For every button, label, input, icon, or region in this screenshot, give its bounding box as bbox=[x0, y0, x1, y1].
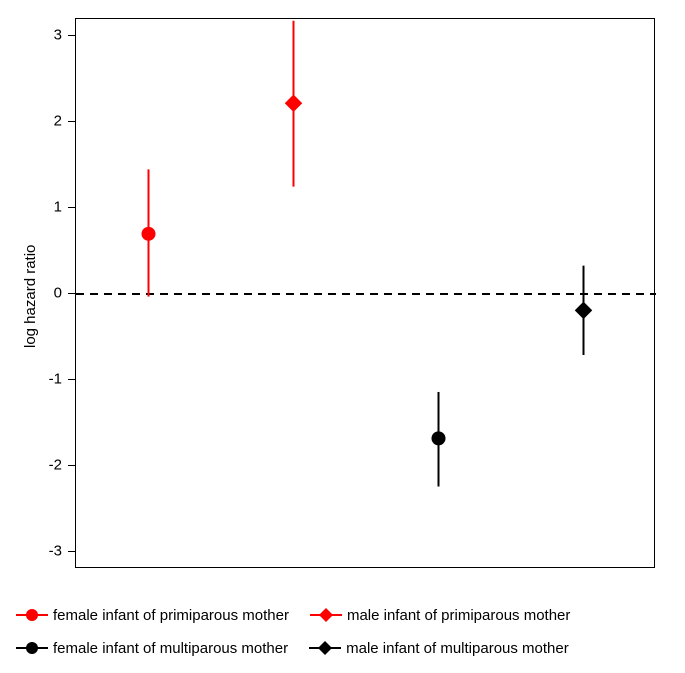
legend-label: female infant of multiparous mother bbox=[53, 640, 288, 657]
ytick-mark bbox=[68, 35, 75, 36]
ytick-mark bbox=[68, 293, 75, 294]
legend-row-2: female infant of multiparous mother male … bbox=[15, 638, 569, 658]
ytick-label: 0 bbox=[0, 285, 62, 302]
diamond-icon bbox=[309, 605, 343, 625]
ytick-mark bbox=[68, 465, 75, 466]
ytick-label: -2 bbox=[0, 456, 62, 473]
ytick-label: 2 bbox=[0, 113, 62, 130]
legend-item: female infant of primiparous mother bbox=[15, 605, 289, 625]
diamond-icon bbox=[308, 638, 342, 658]
ytick-mark bbox=[68, 207, 75, 208]
circle-icon bbox=[15, 638, 49, 658]
figure-container: log hazard ratio female infant of primip… bbox=[0, 0, 685, 673]
marker-circle bbox=[432, 431, 446, 445]
ytick-label: 1 bbox=[0, 199, 62, 216]
marker-circle bbox=[142, 227, 156, 241]
plot-svg bbox=[76, 19, 656, 569]
ytick-mark bbox=[68, 551, 75, 552]
legend-item: male infant of multiparous mother bbox=[308, 638, 569, 658]
circle-icon bbox=[15, 605, 49, 625]
marker-diamond bbox=[575, 302, 593, 320]
marker-diamond bbox=[285, 94, 303, 112]
legend-item: male infant of primiparous mother bbox=[309, 605, 570, 625]
ytick-label: -1 bbox=[0, 370, 62, 387]
legend-label: female infant of primiparous mother bbox=[53, 607, 289, 624]
legend-label: male infant of primiparous mother bbox=[347, 607, 570, 624]
legend-row-1: female infant of primiparous mother male … bbox=[15, 605, 570, 625]
ytick-mark bbox=[68, 121, 75, 122]
legend-item: female infant of multiparous mother bbox=[15, 638, 288, 658]
ytick-mark bbox=[68, 379, 75, 380]
ytick-label: 3 bbox=[0, 27, 62, 44]
ytick-label: -3 bbox=[0, 542, 62, 559]
legend-label: male infant of multiparous mother bbox=[346, 640, 569, 657]
plot-area bbox=[75, 18, 655, 568]
